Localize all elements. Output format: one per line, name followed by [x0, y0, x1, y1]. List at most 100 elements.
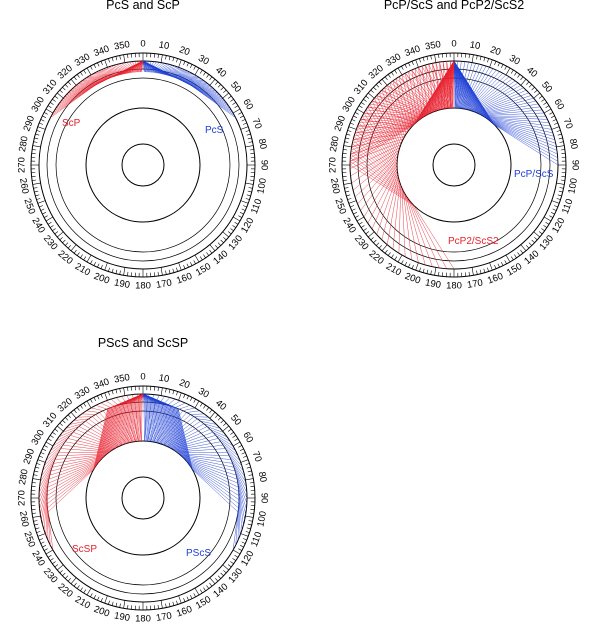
degree-label: 250	[332, 197, 348, 216]
degree-tick	[248, 187, 253, 189]
degree-tick	[365, 231, 370, 235]
degree-label: 290	[21, 114, 37, 133]
degree-tick	[111, 57, 114, 62]
ray-path-pscs	[142, 393, 205, 445]
degree-tick	[408, 263, 411, 268]
degree-tick	[245, 145, 254, 148]
degree-tick	[494, 264, 497, 269]
degree-tick	[238, 112, 243, 115]
ray-path-scp	[123, 60, 144, 73]
degree-label: 100	[255, 177, 269, 195]
degree-tick	[232, 549, 241, 555]
degree-label: 40	[524, 65, 539, 80]
ray-path-pcp2-scs2	[357, 60, 455, 240]
degree-tick	[560, 179, 565, 181]
ray-path-scsp	[95, 393, 144, 444]
degree-tick	[240, 459, 249, 463]
ray-path-pcp-scs	[453, 60, 503, 111]
degree-tick	[541, 228, 545, 232]
ray-path-scsp	[105, 393, 144, 443]
degree-tick	[345, 190, 350, 193]
degree-tick	[520, 249, 524, 254]
degree-tick	[550, 212, 555, 215]
core-mantle-boundary	[85, 440, 201, 556]
degree-tick	[245, 531, 250, 533]
degree-label: 270	[17, 157, 28, 173]
degree-label: 50	[228, 80, 243, 95]
ray-path-pscs	[142, 393, 186, 443]
degree-tick	[411, 264, 414, 269]
degree-tick	[86, 587, 92, 596]
ray-path-pcp2-scs2	[367, 60, 455, 123]
degree-tick	[33, 474, 38, 476]
degree-tick	[391, 254, 394, 259]
degree-label: 190	[424, 277, 442, 291]
degree-tick	[67, 414, 71, 418]
degree-tick	[157, 387, 159, 392]
degree-tick	[549, 215, 554, 218]
degree-tick	[199, 589, 203, 594]
degree-tick	[384, 76, 388, 81]
degree-label: 60	[240, 97, 255, 112]
ray-path-pcs	[142, 60, 236, 119]
degree-tick	[33, 187, 38, 189]
degree-tick	[246, 466, 251, 469]
degree-tick	[40, 541, 45, 544]
degree-tick	[86, 67, 92, 76]
ray-path-scsp	[65, 393, 144, 447]
degree-tick	[206, 407, 210, 411]
degree-tick	[497, 62, 500, 67]
degree-tick	[245, 182, 254, 185]
degree-tick	[232, 441, 241, 447]
ray-path-pcp2-scs2	[355, 60, 455, 245]
degree-tick	[90, 593, 93, 598]
degree-tick	[39, 205, 44, 208]
degree-tick	[526, 81, 530, 85]
degree-tick	[538, 231, 543, 235]
degree-tick	[241, 119, 246, 122]
phase-label-pcp2-scs2: PcP2/ScS2	[448, 236, 499, 247]
degree-tick	[381, 244, 388, 251]
degree-tick	[160, 600, 163, 609]
degree-label: 10	[158, 39, 170, 52]
mantle-discontinuity-ring	[366, 77, 542, 253]
degree-tick	[115, 269, 118, 274]
degree-tick	[193, 398, 196, 403]
degree-tick	[557, 194, 562, 197]
degree-label: 100	[566, 177, 580, 195]
degree-tick	[479, 56, 482, 61]
degree-tick	[247, 470, 252, 473]
degree-tick	[419, 58, 421, 63]
degree-tick	[249, 482, 254, 484]
degree-tick	[209, 244, 216, 251]
degree-tick	[351, 119, 356, 122]
ray-path-scsp	[100, 393, 144, 443]
degree-tick	[100, 394, 103, 399]
degree-tick	[415, 262, 419, 271]
degree-tick	[45, 216, 54, 222]
degree-label: 180	[446, 281, 462, 292]
ray-path-scsp	[115, 393, 144, 442]
degree-tick	[40, 119, 45, 122]
degree-tick	[73, 249, 77, 254]
degree-tick	[160, 387, 163, 396]
degree-tick	[37, 533, 46, 537]
inner-core-boundary	[432, 143, 476, 187]
degree-label: 30	[507, 53, 522, 68]
degree-tick	[356, 108, 365, 114]
degree-tick	[160, 267, 163, 276]
degree-tick	[34, 470, 39, 473]
degree-tick	[54, 428, 59, 432]
degree-tick	[73, 582, 77, 587]
degree-tick	[505, 67, 511, 76]
degree-tick	[370, 89, 374, 93]
degree-tick	[76, 407, 80, 411]
degree-tick	[115, 389, 118, 394]
ray-path-pcp-scs	[453, 60, 490, 110]
degree-tick	[246, 133, 251, 136]
ray-plot: 0 10 2030405060708090100110120130140150160…	[17, 39, 270, 292]
degree-tick	[172, 390, 175, 395]
degree-tick	[49, 225, 54, 228]
degree-tick	[415, 59, 419, 68]
